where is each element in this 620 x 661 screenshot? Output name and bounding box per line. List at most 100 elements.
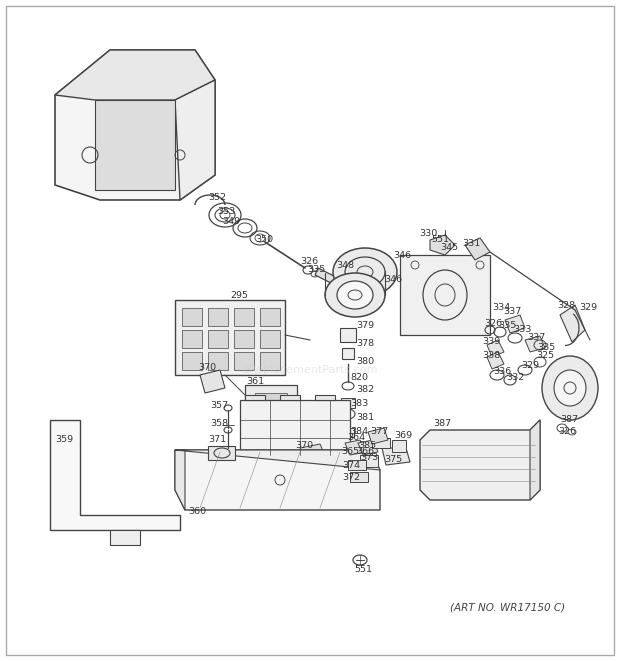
- Polygon shape: [525, 336, 545, 352]
- Text: 337: 337: [503, 307, 521, 317]
- Polygon shape: [300, 444, 326, 462]
- Ellipse shape: [337, 281, 373, 309]
- Text: 352: 352: [208, 194, 226, 202]
- Bar: [175, 300, 285, 375]
- Text: 387: 387: [433, 418, 451, 428]
- Text: 337: 337: [527, 334, 545, 342]
- Polygon shape: [175, 450, 380, 470]
- Text: 359: 359: [55, 436, 73, 444]
- Polygon shape: [200, 370, 225, 393]
- Polygon shape: [315, 395, 335, 400]
- Text: 349: 349: [222, 217, 240, 227]
- Text: 339: 339: [482, 338, 500, 346]
- Text: 370: 370: [295, 440, 313, 449]
- Text: 360: 360: [188, 508, 206, 516]
- Text: 380: 380: [356, 358, 374, 366]
- Text: 338: 338: [482, 350, 500, 360]
- Text: 346: 346: [393, 251, 411, 260]
- Bar: [255, 393, 287, 415]
- Polygon shape: [560, 305, 585, 342]
- Text: 357: 357: [210, 401, 228, 410]
- Polygon shape: [175, 80, 215, 200]
- Bar: [234, 330, 254, 348]
- Text: 551: 551: [354, 566, 372, 574]
- Text: 345: 345: [440, 243, 458, 253]
- Bar: [342, 428, 354, 437]
- Bar: [340, 328, 356, 342]
- Polygon shape: [530, 420, 540, 500]
- Text: 381: 381: [356, 414, 374, 422]
- Bar: [339, 442, 357, 450]
- Bar: [208, 308, 228, 326]
- Polygon shape: [487, 352, 504, 369]
- Polygon shape: [175, 450, 380, 510]
- Bar: [260, 308, 280, 326]
- Text: 336: 336: [493, 366, 512, 375]
- Polygon shape: [430, 235, 455, 255]
- Bar: [182, 352, 202, 370]
- Bar: [342, 348, 354, 359]
- Polygon shape: [55, 50, 215, 100]
- Text: 335: 335: [498, 321, 516, 329]
- Text: 346: 346: [384, 276, 402, 284]
- Polygon shape: [175, 450, 185, 510]
- Text: 295: 295: [230, 290, 248, 299]
- Bar: [208, 352, 228, 370]
- Polygon shape: [487, 340, 504, 357]
- Text: 551: 551: [431, 235, 449, 245]
- Text: eReplacementParts.com: eReplacementParts.com: [242, 365, 378, 375]
- Polygon shape: [315, 268, 338, 285]
- Polygon shape: [358, 440, 378, 455]
- Text: 384: 384: [350, 428, 368, 436]
- Text: (ART NO. WR17150 C): (ART NO. WR17150 C): [450, 603, 565, 613]
- Text: 361: 361: [246, 377, 264, 385]
- Polygon shape: [465, 238, 490, 260]
- Text: 365: 365: [341, 446, 359, 455]
- Polygon shape: [240, 400, 350, 455]
- Text: 370: 370: [198, 364, 216, 373]
- Polygon shape: [208, 446, 235, 460]
- Bar: [341, 398, 355, 408]
- Ellipse shape: [333, 248, 397, 296]
- Text: 375: 375: [384, 455, 402, 465]
- Text: 334: 334: [492, 303, 510, 313]
- Bar: [372, 438, 390, 448]
- Bar: [392, 440, 406, 452]
- Text: 379: 379: [356, 321, 374, 330]
- Text: 329: 329: [521, 362, 539, 371]
- Text: 331: 331: [462, 239, 480, 247]
- Text: 353: 353: [217, 206, 235, 215]
- Bar: [234, 352, 254, 370]
- Polygon shape: [350, 472, 368, 482]
- Text: 374: 374: [342, 461, 360, 469]
- Ellipse shape: [325, 273, 385, 317]
- Text: 366: 366: [356, 446, 374, 455]
- Text: 369: 369: [394, 430, 412, 440]
- Text: 333: 333: [513, 325, 531, 334]
- Text: 325: 325: [536, 350, 554, 360]
- Text: 326: 326: [558, 428, 576, 436]
- Text: 378: 378: [356, 340, 374, 348]
- Polygon shape: [382, 448, 410, 465]
- Bar: [245, 385, 297, 423]
- Text: 387: 387: [560, 416, 578, 424]
- Text: 364: 364: [347, 432, 365, 442]
- Ellipse shape: [554, 370, 586, 406]
- Polygon shape: [420, 420, 540, 500]
- Text: 372: 372: [342, 473, 360, 481]
- Text: 358: 358: [210, 418, 228, 428]
- Polygon shape: [368, 428, 388, 444]
- Polygon shape: [110, 530, 140, 545]
- Bar: [208, 330, 228, 348]
- Bar: [182, 330, 202, 348]
- Text: 382: 382: [356, 385, 374, 395]
- Polygon shape: [95, 100, 175, 190]
- Text: 373: 373: [360, 453, 378, 463]
- Text: 820: 820: [350, 373, 368, 383]
- Polygon shape: [400, 255, 490, 335]
- Polygon shape: [280, 395, 300, 400]
- Text: 332: 332: [506, 373, 525, 381]
- Text: 326: 326: [484, 319, 502, 327]
- Polygon shape: [55, 50, 215, 200]
- Text: 371: 371: [208, 436, 226, 444]
